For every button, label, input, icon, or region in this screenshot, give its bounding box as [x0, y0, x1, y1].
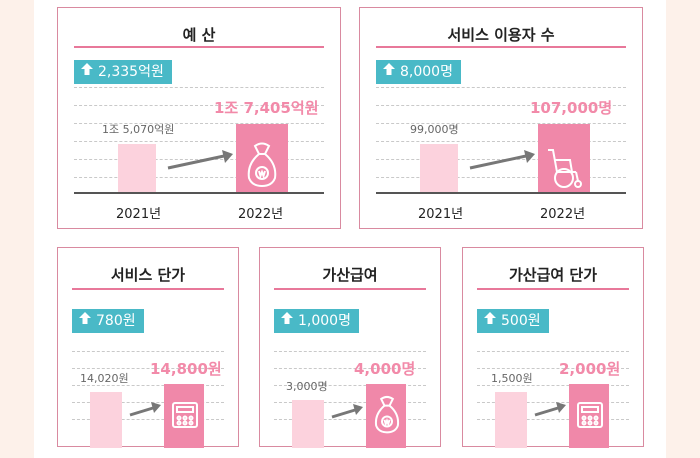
gridline — [376, 123, 626, 124]
gridline — [274, 402, 426, 403]
gridline — [376, 105, 626, 106]
gridline — [477, 385, 629, 386]
value-label-old: 1,500원 — [491, 372, 533, 385]
up-arrow-icon — [78, 309, 92, 333]
increase-badge: 8,000명 — [376, 60, 461, 84]
card-title: 서비스 이용자 수 — [447, 26, 555, 44]
card-title: 가산급여 — [322, 266, 378, 284]
gridline — [376, 87, 626, 88]
gridline — [477, 419, 629, 420]
increase-badge: 500원 — [477, 309, 549, 333]
growth-arrow-icon — [129, 402, 161, 417]
gridline — [72, 368, 224, 369]
value-label-2022: 107,000명 — [530, 99, 613, 117]
growth-arrow-icon — [534, 402, 566, 417]
card-title: 가산급여 단가 — [508, 266, 598, 284]
gridline — [72, 402, 224, 403]
money-bag-icon — [374, 395, 400, 434]
gridline — [74, 141, 324, 142]
increase-value: 1,000명 — [298, 313, 351, 329]
bar-2022 — [236, 124, 288, 192]
gridline — [72, 385, 224, 386]
value-label-old: 14,020원 — [80, 372, 129, 385]
up-arrow-icon — [382, 60, 396, 84]
baseline — [376, 192, 626, 194]
money-bag-icon — [247, 142, 277, 188]
value-label-2021: 99,000명 — [410, 123, 459, 136]
title-underline — [274, 288, 426, 290]
gridline — [274, 368, 426, 369]
gridline — [376, 141, 626, 142]
calculator-icon — [172, 402, 198, 428]
gridline — [72, 419, 224, 420]
gridline — [72, 351, 224, 352]
category-label-2021: 2021년 — [418, 207, 464, 222]
gridline — [376, 159, 626, 160]
baseline — [74, 192, 324, 194]
gridline — [376, 177, 626, 178]
up-arrow-icon — [280, 309, 294, 333]
increase-value: 780원 — [96, 313, 136, 329]
gridline — [74, 105, 324, 106]
service-users-card: 서비스 이용자 수 8,000명 99,000명 107,000명 2021년 … — [359, 7, 643, 229]
gridline — [74, 159, 324, 160]
wheelchair-icon — [548, 149, 582, 188]
increase-badge: 2,335억원 — [74, 60, 172, 84]
card-title: 예 산 — [182, 26, 216, 44]
value-label-new: 2,000원 — [559, 360, 621, 378]
growth-arrow-icon — [469, 150, 535, 170]
budget-card: 예 산 2,335억원 1조 5,070억원 1조 7,405억원 2021년 … — [57, 7, 341, 229]
gridline — [274, 385, 426, 386]
value-label-2021: 1조 5,070억원 — [102, 123, 175, 136]
category-label-2022: 2022년 — [238, 207, 284, 222]
value-label-2022: 1조 7,405억원 — [214, 99, 319, 117]
service-unit-price-card: 서비스 단가 780원 14,020원 14,800원 — [57, 247, 239, 448]
increase-badge: 1,000명 — [274, 309, 359, 333]
title-underline — [376, 46, 626, 48]
bar-old — [292, 400, 324, 448]
gridline — [74, 87, 324, 88]
card-title: 서비스 단가 — [110, 266, 186, 284]
gridline — [74, 177, 324, 178]
gridline — [274, 419, 426, 420]
calculator-icon — [577, 402, 603, 428]
bar-old — [90, 392, 122, 448]
increase-badge: 780원 — [72, 309, 144, 333]
value-label-new: 4,000명 — [354, 360, 416, 378]
up-arrow-icon — [80, 60, 94, 84]
title-underline — [477, 288, 629, 290]
gridline — [74, 123, 324, 124]
increase-value: 8,000명 — [400, 64, 453, 80]
bar-2022 — [538, 124, 590, 192]
value-label-old: 3,000명 — [286, 380, 328, 393]
bar-2021 — [420, 144, 458, 192]
increase-value: 500원 — [501, 313, 541, 329]
gridline — [477, 351, 629, 352]
category-label-2021: 2021년 — [116, 207, 162, 222]
bar-old — [495, 392, 527, 448]
increase-value: 2,335억원 — [98, 64, 164, 80]
additional-benefit-card: 가산급여 1,000명 3,000명 4,000명 — [259, 247, 441, 448]
additional-benefit-unit-price-card: 가산급여 단가 500원 1,500원 2,000원 — [462, 247, 644, 448]
growth-arrow-icon — [167, 150, 233, 170]
title-underline — [74, 46, 324, 48]
gridline — [477, 402, 629, 403]
gridline — [477, 368, 629, 369]
title-underline — [72, 288, 224, 290]
category-label-2022: 2022년 — [540, 207, 586, 222]
bar-2021 — [118, 144, 156, 192]
gridline — [274, 351, 426, 352]
growth-arrow-icon — [331, 404, 363, 419]
up-arrow-icon — [483, 309, 497, 333]
value-label-new: 14,800원 — [150, 360, 222, 378]
